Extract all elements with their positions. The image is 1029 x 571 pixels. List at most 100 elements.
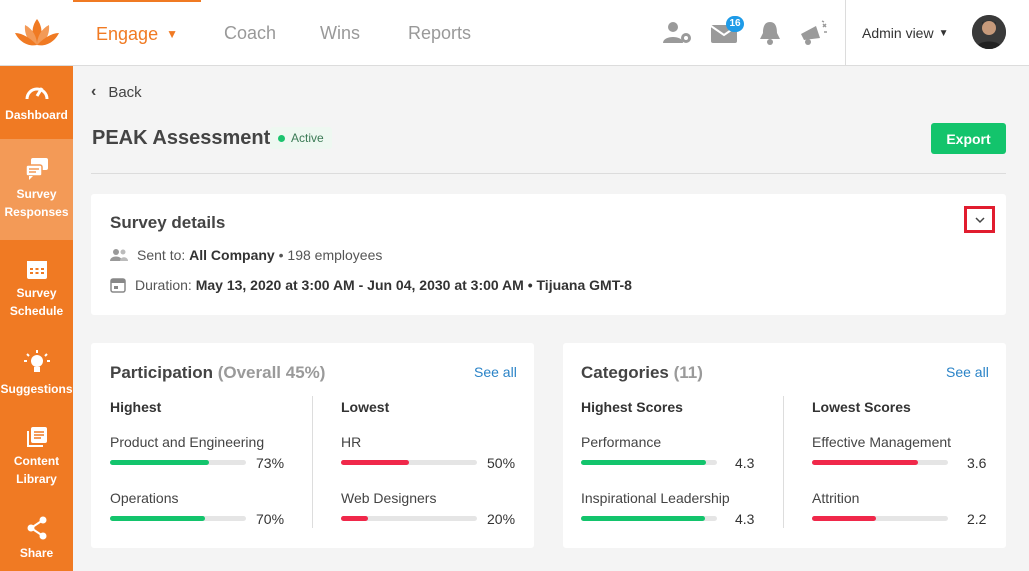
- participation-card: Participation (Overall 45%) See all High…: [91, 343, 534, 548]
- megaphone-icon[interactable]: [798, 18, 830, 48]
- nav-wins[interactable]: Wins: [320, 22, 360, 43]
- categories-title: Categories (11): [581, 363, 703, 383]
- progress-bar: [812, 516, 948, 521]
- list-item-value: 73%: [256, 455, 285, 471]
- library-icon: [26, 427, 47, 447]
- status-badge: Active: [270, 127, 332, 149]
- chevron-down-icon: ▼: [166, 27, 178, 41]
- chevron-down-icon: ▼: [938, 27, 949, 39]
- duration-value: May 13, 2020 at 3:00 AM - Jun 04, 2030 a…: [195, 277, 632, 293]
- sidebar-item-survey-schedule[interactable]: Survey Schedule: [0, 258, 73, 326]
- list-item-label: Performance: [581, 434, 662, 450]
- sidebar-item-label: Dashboard: [5, 108, 68, 122]
- list-item-label: Web Designers: [341, 490, 437, 506]
- calendar-icon: [26, 261, 47, 279]
- sidebar-item-label: Suggestions: [0, 382, 73, 396]
- bell-icon[interactable]: [754, 18, 786, 48]
- participation-title-text: Participation: [110, 363, 213, 382]
- duration-label: Duration:: [135, 277, 192, 293]
- survey-details-title: Survey details: [110, 213, 226, 232]
- sidebar: Dashboard Survey Responses Survey Schedu…: [0, 66, 73, 571]
- lowest-scores-heading: Lowest Scores: [812, 399, 911, 415]
- sidebar-item-survey-responses[interactable]: Survey Responses: [0, 139, 73, 240]
- mail-icon[interactable]: 16: [708, 16, 744, 48]
- sidebar-item-label: Content Library: [13, 454, 60, 486]
- progress-bar: [341, 516, 477, 521]
- progress-bar: [110, 460, 246, 465]
- participation-see-all-link[interactable]: See all: [474, 364, 517, 380]
- list-item-label: Inspirational Leadership: [581, 490, 730, 506]
- mail-count-badge: 16: [726, 16, 744, 32]
- export-button[interactable]: Export: [931, 123, 1006, 154]
- list-item-value: 4.3: [735, 455, 755, 471]
- chat-bubbles-icon: [24, 158, 48, 180]
- list-item-value: 2.2: [967, 511, 987, 527]
- highest-scores-heading: Highest Scores: [581, 399, 683, 415]
- status-label: Active: [291, 131, 324, 145]
- categories-count: (11): [673, 363, 703, 382]
- progress-bar-fill: [110, 516, 206, 521]
- lightbulb-icon: [23, 350, 50, 372]
- progress-bar: [341, 460, 477, 465]
- user-settings-icon[interactable]: [662, 18, 694, 48]
- progress-bar: [110, 516, 246, 521]
- list-item-label: Product and Engineering: [110, 434, 265, 450]
- sent-to-count: • 198 employees: [278, 247, 383, 263]
- collapse-details-button[interactable]: [964, 206, 995, 233]
- list-item-value: 4.3: [735, 511, 755, 527]
- sidebar-item-share[interactable]: Share: [0, 516, 73, 562]
- gauge-icon: [25, 87, 48, 100]
- list-item-label: Effective Management: [812, 434, 952, 450]
- highest-heading: Highest: [110, 399, 162, 415]
- status-dot-icon: [278, 134, 285, 142]
- sidebar-item-label: Share: [19, 546, 54, 560]
- list-item-label: Operations: [110, 490, 179, 506]
- lowest-heading: Lowest: [341, 399, 390, 415]
- categories-see-all-link[interactable]: See all: [946, 364, 989, 380]
- sidebar-item-suggestions[interactable]: Suggestions: [0, 350, 73, 404]
- page-title: PEAK Assessment: [92, 127, 271, 149]
- admin-view-label: Admin view: [862, 25, 934, 41]
- back-label: Back: [108, 83, 142, 101]
- column-divider: [312, 396, 313, 528]
- nav-engage-label: Engage: [96, 23, 159, 44]
- list-item-value: 20%: [487, 511, 516, 527]
- sidebar-item-label: Survey Schedule: [9, 286, 64, 318]
- top-bar: Engage ▼ Coach Wins Reports 16: [0, 0, 1029, 66]
- progress-bar-fill: [581, 460, 707, 465]
- sidebar-item-content-library[interactable]: Content Library: [0, 426, 73, 490]
- list-item-label: Attrition: [812, 490, 860, 506]
- sidebar-item-label: Survey Responses: [4, 187, 69, 219]
- sent-to-label: Sent to:: [137, 247, 186, 263]
- list-item-value: 3.6: [967, 455, 987, 471]
- progress-bar-fill: [341, 460, 409, 465]
- column-divider: [783, 396, 784, 528]
- nav-coach[interactable]: Coach: [224, 22, 277, 43]
- list-item-label: HR: [341, 434, 362, 450]
- participation-title: Participation (Overall 45%): [110, 363, 325, 383]
- lotus-logo-icon[interactable]: [0, 0, 73, 66]
- progress-bar-fill: [110, 460, 210, 465]
- list-item-value: 70%: [256, 511, 285, 527]
- calendar-icon: [110, 278, 126, 293]
- nav-engage[interactable]: Engage ▼: [73, 0, 201, 66]
- sidebar-item-dashboard[interactable]: Dashboard: [0, 80, 73, 138]
- sent-to-value: All Company: [189, 247, 275, 263]
- nav-reports[interactable]: Reports: [408, 22, 472, 43]
- categories-card: Categories (11) See all Highest Scores L…: [563, 343, 1006, 548]
- categories-title-text: Categories: [581, 363, 669, 382]
- progress-bar-fill: [581, 516, 705, 521]
- avatar[interactable]: [972, 15, 1006, 49]
- chevron-left-icon: ‹: [91, 83, 97, 100]
- top-divider: [845, 0, 846, 66]
- sent-to-line: Sent to: All Company • 198 employees: [110, 247, 382, 263]
- back-link[interactable]: ‹ Back: [91, 83, 142, 101]
- people-icon: [110, 249, 128, 261]
- share-icon: [27, 516, 46, 540]
- chevron-down-icon: [974, 216, 985, 223]
- list-item-value: 50%: [487, 455, 516, 471]
- admin-view-dropdown[interactable]: Admin view ▼: [862, 0, 949, 66]
- participation-overall: (Overall 45%): [217, 363, 326, 382]
- progress-bar-fill: [812, 460, 919, 465]
- progress-bar: [581, 516, 717, 521]
